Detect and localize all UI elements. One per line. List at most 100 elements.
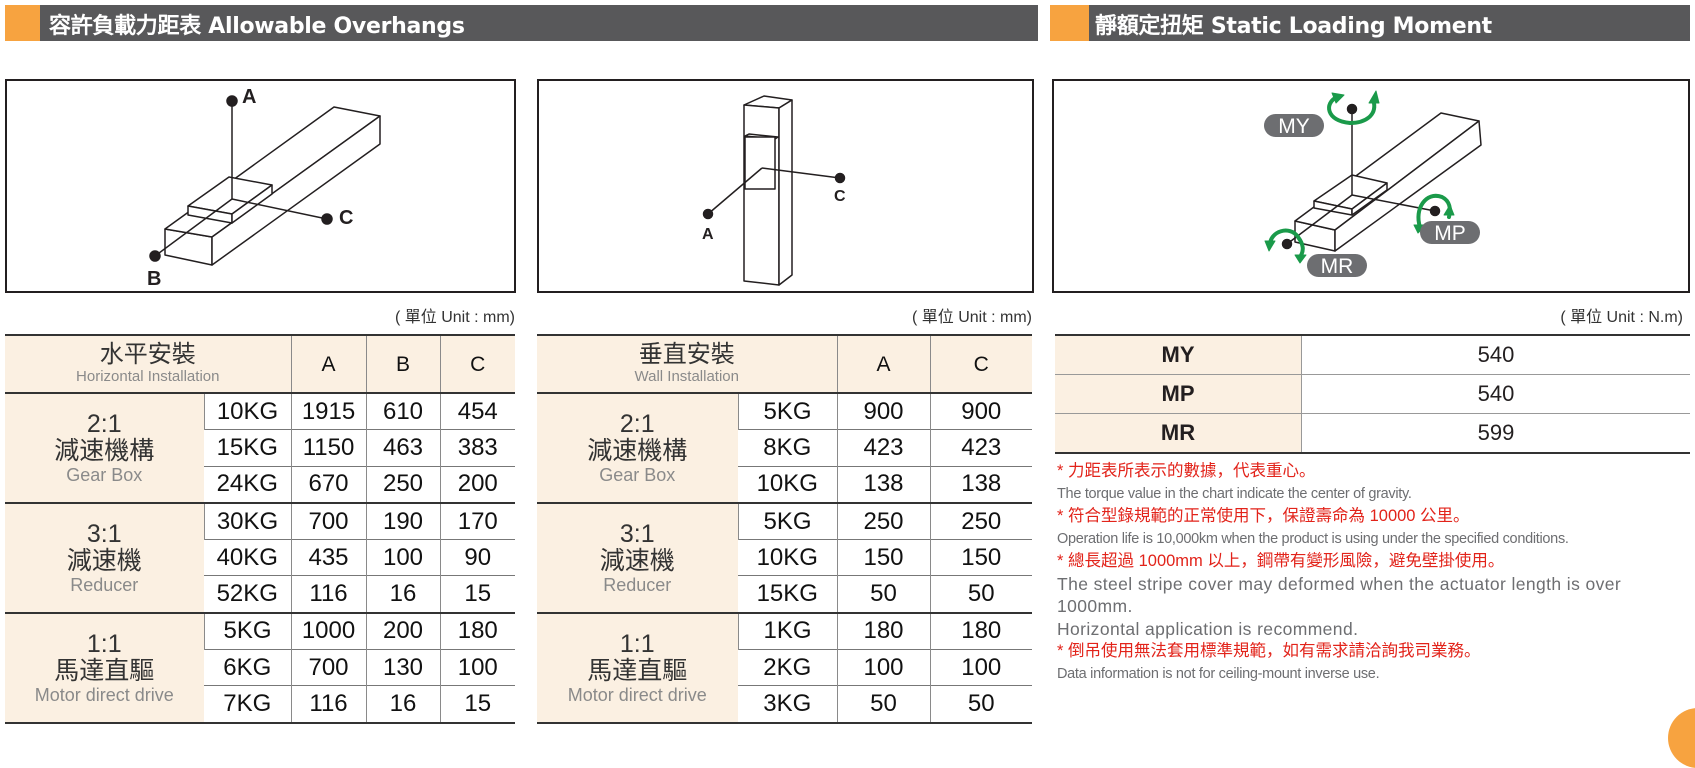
moment-row: MP 540 xyxy=(1055,374,1690,414)
load-cell: 30KG xyxy=(203,501,292,540)
column-header: C xyxy=(439,334,516,394)
load-cell: 2KG xyxy=(738,649,837,686)
label-a: A xyxy=(702,226,714,243)
drive-name-zh: 馬達直驅 xyxy=(587,656,688,685)
value-cell: 50 xyxy=(929,575,1032,613)
drive-name-zh: 馬達直驅 xyxy=(54,656,155,685)
section-title: 容許負載力距表 Allowable Overhangs xyxy=(49,14,465,39)
table-row: 8KG 423 423 xyxy=(537,429,1032,467)
axis-c-line xyxy=(231,198,328,220)
value-cell: 190 xyxy=(365,501,441,540)
column-header: B xyxy=(365,334,441,394)
mr-rotation-arrow-icon xyxy=(1268,228,1305,259)
note-line: The torque value in the chart indicate t… xyxy=(1057,485,1412,502)
value-cell: 200 xyxy=(365,611,441,650)
value-cell: 150 xyxy=(929,539,1032,576)
load-cell: 24KG xyxy=(204,465,292,503)
value-cell: 250 xyxy=(365,465,441,503)
drive-name-zh: 減速機 xyxy=(66,546,142,575)
table-row: 40KG 435 100 90 xyxy=(5,539,516,576)
axis-c-line xyxy=(761,167,841,179)
label-c: C xyxy=(834,188,846,205)
moment-key: MP xyxy=(1055,374,1302,414)
drive-type-label: 2:1 減速機構 Gear Box xyxy=(5,392,204,504)
value-cell: 250 xyxy=(929,501,1032,540)
value-cell: 116 xyxy=(290,685,367,724)
table-row: 1:1 馬達直驅 Motor direct drive 5KG 1000 200 180 xyxy=(5,611,516,724)
load-cell: 8KG xyxy=(738,429,837,467)
label-c: C xyxy=(339,207,353,229)
ratio: 3:1 xyxy=(619,519,655,548)
note-line: * 符合型錄規範的正常使用下，保證壽命為 10000 公里。 xyxy=(1057,507,1470,525)
actuator-column xyxy=(743,95,793,286)
note-line: Horizontal application is recommend. xyxy=(1057,618,1359,639)
table-header-row: 水平安裝 Horizontal Installation A B C xyxy=(5,334,516,394)
point-c xyxy=(321,213,333,225)
drive-name-en: Reducer xyxy=(70,574,139,595)
horizontal-installation-diagram: A C B xyxy=(5,79,516,293)
load-cell: 1KG xyxy=(737,611,837,650)
moment-row: MR 599 xyxy=(1055,413,1690,454)
value-cell: 138 xyxy=(929,465,1032,503)
load-cell: 3KG xyxy=(738,685,837,724)
value-cell: 180 xyxy=(929,611,1032,650)
drive-name-zh: 減速機構 xyxy=(587,436,688,465)
table-row: 3:1 減速機 Reducer 30KG 700 190 170 xyxy=(5,501,516,614)
slider-block xyxy=(744,133,779,190)
axis-b-line xyxy=(154,198,233,257)
wall-unit-label: ( 單位 Unit : mm) xyxy=(912,309,1032,326)
value-cell: 423 xyxy=(929,429,1032,467)
drive-name-en: Motor direct drive xyxy=(34,684,174,705)
my-rotation-arrow-icon xyxy=(1327,95,1377,125)
value-cell: 1000 xyxy=(290,611,367,650)
load-cell: 10KG xyxy=(738,539,837,576)
load-cell: 10KG xyxy=(738,465,837,503)
wall-overhang-table: 垂直安裝 Wall Installation A C 2:1 減速機構 Gear Box 5K… xyxy=(537,334,1032,724)
moment-row: MY 540 xyxy=(1055,334,1690,375)
value-cell: 138 xyxy=(836,465,930,503)
value-cell: 150 xyxy=(836,539,930,576)
load-cell: 15KG xyxy=(204,429,292,467)
static-moment-table: MY 540 MP 540 MR 599 xyxy=(1055,334,1690,454)
value-cell: 900 xyxy=(836,392,930,430)
rotation-arrows xyxy=(1264,90,1455,264)
table-row: 15KG 50 50 xyxy=(537,575,1032,613)
horizontal-unit-label: ( 單位 Unit : mm) xyxy=(395,309,515,326)
load-cell: 10KG xyxy=(203,392,292,430)
my-badge xyxy=(1264,114,1324,137)
drive-type-label: 3:1 減速機 Reducer xyxy=(537,501,738,614)
drive-name-zh: 減速機構 xyxy=(54,436,155,465)
value-cell: 1150 xyxy=(290,429,367,467)
value-cell: 170 xyxy=(439,501,516,540)
moment-value: 540 xyxy=(1301,374,1690,414)
table-row: 10KG 138 138 xyxy=(537,465,1032,503)
value-cell: 130 xyxy=(365,649,441,686)
value-cell: 610 xyxy=(365,392,441,430)
notes: * 力距表所表示的數據，代表重心。 The torque value in the… xyxy=(1057,460,1695,685)
table-row: 2KG 100 100 xyxy=(537,649,1032,686)
static-moment-diagram: MY MP MR xyxy=(1052,79,1690,293)
section-title: 靜額定扭矩 Static Loading Moment xyxy=(1095,14,1492,39)
installation-title-zh: 垂直安裝 xyxy=(638,341,735,368)
table-row: 52KG 116 16 15 xyxy=(5,575,516,613)
value-cell: 435 xyxy=(290,539,367,576)
accent-square xyxy=(5,5,40,41)
installation-title-en: Wall Installation xyxy=(634,368,740,385)
label-a: A xyxy=(242,86,256,108)
value-cell: 670 xyxy=(290,465,367,503)
load-cell: 5KG xyxy=(203,611,292,650)
note-line: 1000mm. xyxy=(1057,596,1133,616)
installation-title-en: Horizontal Installation xyxy=(76,368,220,385)
value-cell: 180 xyxy=(836,611,930,650)
table-row: 2:1 減速機構 Gear Box 5KG 900 900 xyxy=(537,392,1032,504)
point-mp xyxy=(1429,205,1441,217)
note-line: Data information is not for ceiling-moun… xyxy=(1057,665,1380,682)
load-cell: 6KG xyxy=(204,649,292,686)
drive-type-label: 1:1 馬達直驅 Motor direct drive xyxy=(5,611,204,724)
ratio: 1:1 xyxy=(86,629,122,658)
table-header-row: 垂直安裝 Wall Installation A C xyxy=(537,334,1032,394)
load-cell: 7KG xyxy=(204,685,292,724)
accent-square xyxy=(1050,5,1089,41)
value-cell: 50 xyxy=(836,575,930,613)
column-header: A xyxy=(290,334,367,394)
